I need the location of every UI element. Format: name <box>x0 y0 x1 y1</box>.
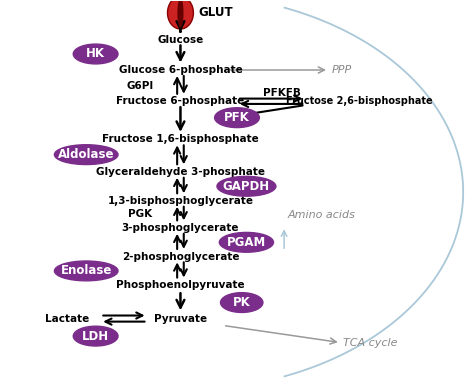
Text: Enolase: Enolase <box>61 265 112 277</box>
Text: Glucose 6-phosphate: Glucose 6-phosphate <box>118 65 242 75</box>
Ellipse shape <box>177 0 183 28</box>
Ellipse shape <box>55 145 118 165</box>
Ellipse shape <box>55 261 118 281</box>
Ellipse shape <box>220 293 263 313</box>
Text: Glucose: Glucose <box>157 35 203 45</box>
Ellipse shape <box>219 232 273 252</box>
Text: 1,3-bisphosphoglycerate: 1,3-bisphosphoglycerate <box>108 196 254 206</box>
Text: G6PI: G6PI <box>127 81 154 91</box>
Text: Amino acids: Amino acids <box>288 210 356 220</box>
Text: HK: HK <box>86 48 105 61</box>
Ellipse shape <box>217 176 276 196</box>
Text: Phosphoenolpyruvate: Phosphoenolpyruvate <box>116 280 245 290</box>
Ellipse shape <box>215 108 259 127</box>
Text: PFKFB: PFKFB <box>263 88 301 98</box>
Text: 3-phosphoglycerate: 3-phosphoglycerate <box>122 223 239 233</box>
Ellipse shape <box>73 326 118 346</box>
Text: Lactate: Lactate <box>45 314 90 324</box>
Text: 2-phosphoglycerate: 2-phosphoglycerate <box>122 252 239 262</box>
Text: LDH: LDH <box>82 329 109 343</box>
Text: PFK: PFK <box>224 111 250 124</box>
Text: GAPDH: GAPDH <box>223 180 270 193</box>
Text: Fructose 2,6-bisphosphate: Fructose 2,6-bisphosphate <box>286 96 433 106</box>
Text: PPP: PPP <box>331 65 352 75</box>
Text: PGK: PGK <box>128 210 153 220</box>
Text: Fructose 1,6-bisphosphate: Fructose 1,6-bisphosphate <box>102 134 259 144</box>
Text: GLUT: GLUT <box>198 6 233 19</box>
Text: Glyceraldehyde 3-phosphate: Glyceraldehyde 3-phosphate <box>96 167 265 177</box>
Text: PK: PK <box>233 296 251 309</box>
Ellipse shape <box>73 44 118 64</box>
Ellipse shape <box>167 0 193 29</box>
Text: Aldolase: Aldolase <box>58 148 114 161</box>
Text: Pyruvate: Pyruvate <box>154 314 207 324</box>
Text: Fructose 6-phosphate: Fructose 6-phosphate <box>116 96 245 106</box>
Text: TCA cycle: TCA cycle <box>343 338 398 348</box>
Text: PGAM: PGAM <box>227 236 266 249</box>
